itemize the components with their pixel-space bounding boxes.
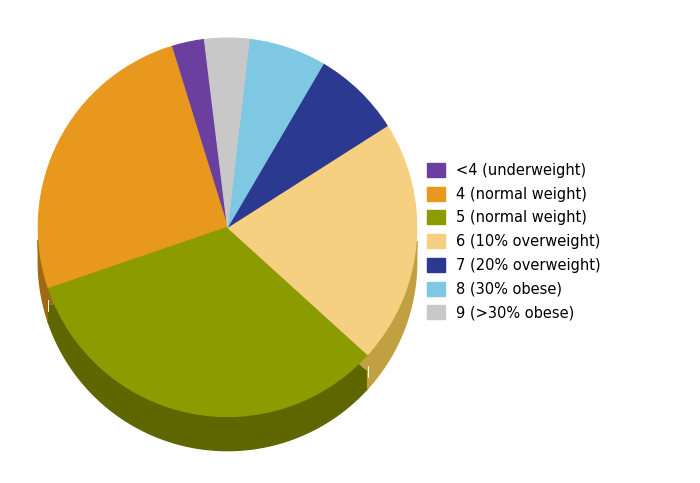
Wedge shape	[38, 64, 228, 306]
Wedge shape	[38, 46, 228, 288]
Polygon shape	[368, 241, 416, 389]
Wedge shape	[228, 126, 416, 355]
Polygon shape	[48, 300, 368, 451]
Wedge shape	[228, 39, 323, 227]
Wedge shape	[172, 40, 228, 227]
Wedge shape	[48, 227, 368, 416]
Wedge shape	[48, 244, 368, 434]
Polygon shape	[38, 240, 48, 323]
Wedge shape	[228, 143, 416, 371]
Wedge shape	[204, 38, 249, 227]
Legend: <4 (underweight), 4 (normal weight), 5 (normal weight), 6 (10% overweight), 7 (2: <4 (underweight), 4 (normal weight), 5 (…	[427, 163, 601, 320]
Wedge shape	[228, 64, 387, 227]
